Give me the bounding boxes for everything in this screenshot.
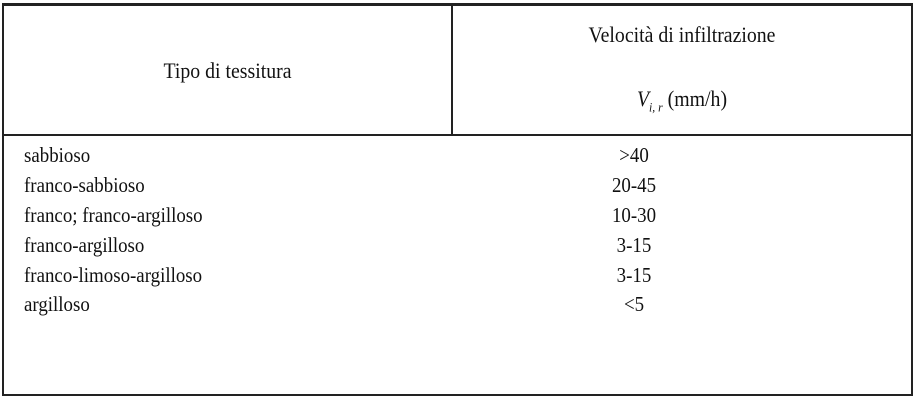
header-unit: Vi, r (mm/h) (476, 86, 888, 115)
cell-tipo: sabbioso (24, 143, 91, 167)
header-divider (451, 6, 453, 134)
symbol: V (636, 86, 650, 111)
cell-tipo: franco-limoso-argilloso (24, 263, 203, 287)
cell-velocita: 3-15 (616, 233, 652, 257)
header-rule (4, 134, 911, 136)
unit: (mm/h) (667, 86, 728, 111)
table-row: sabbioso >40 (4, 143, 911, 173)
cell-velocita: >40 (619, 143, 649, 167)
table: Tipo di tessitura Velocità di infiltrazi… (2, 3, 913, 396)
subscript: i, r (649, 99, 663, 115)
cell-tipo: franco-sabbioso (24, 173, 145, 197)
cell-velocita: 20-45 (611, 173, 657, 197)
header-velocita: Velocità di infiltrazione (588, 22, 776, 47)
table-row: argilloso <5 (4, 292, 911, 322)
cell-velocita: 3-15 (616, 263, 652, 287)
cell-velocita: <5 (623, 292, 645, 316)
table-row: franco-argilloso 3-15 (4, 233, 911, 263)
header-tipo: Tipo di tessitura (163, 58, 292, 83)
cell-tipo: argilloso (24, 292, 90, 316)
cell-tipo: franco-argilloso (24, 233, 145, 257)
table-row: franco-sabbioso 20-45 (4, 173, 911, 203)
cell-tipo: franco; franco-argilloso (24, 203, 203, 227)
cell-velocita: 10-30 (611, 203, 657, 227)
table-row: franco; franco-argilloso 10-30 (4, 203, 911, 233)
table-row: franco-limoso-argilloso 3-15 (4, 263, 911, 293)
